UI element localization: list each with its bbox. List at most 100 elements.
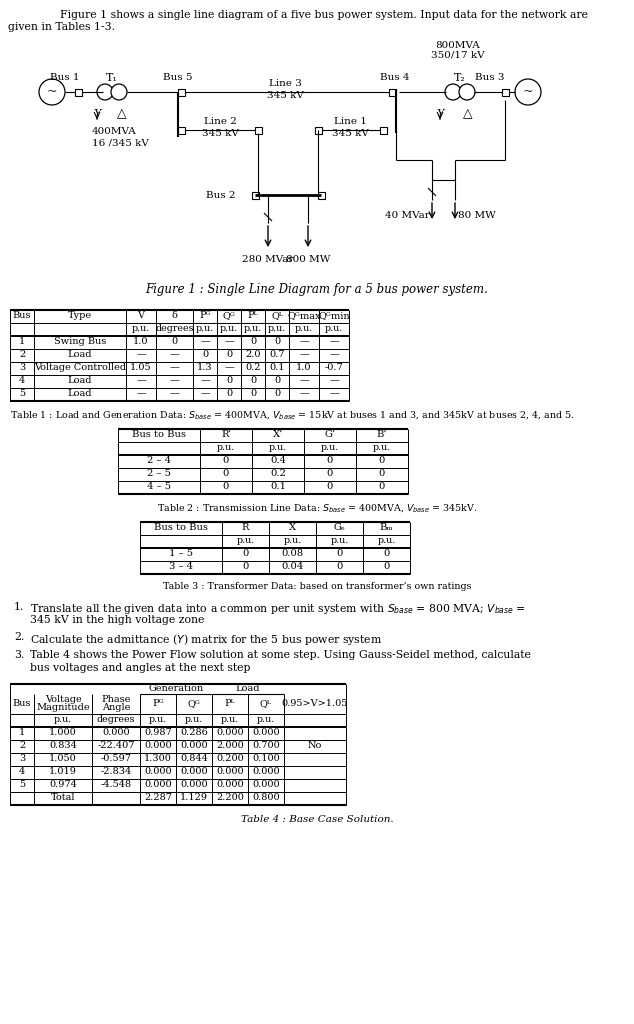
Text: Phase: Phase — [101, 695, 131, 705]
Text: 1.019: 1.019 — [49, 767, 77, 776]
Text: △: △ — [117, 108, 127, 121]
Text: Calculate the admittance ($Y$) matrix for the 5 bus power system: Calculate the admittance ($Y$) matrix fo… — [30, 632, 382, 647]
Text: 0: 0 — [223, 482, 229, 492]
Circle shape — [111, 84, 127, 100]
Text: 0: 0 — [327, 469, 333, 478]
Text: Qᴸ: Qᴸ — [260, 699, 272, 709]
Text: 0.08: 0.08 — [281, 549, 304, 558]
Text: Angle: Angle — [102, 703, 130, 713]
Text: 16 /345 kV: 16 /345 kV — [92, 138, 149, 147]
Text: 0.95>V>1.05: 0.95>V>1.05 — [281, 699, 348, 709]
Text: 1.129: 1.129 — [180, 794, 208, 803]
Text: Bus to Bus: Bus to Bus — [154, 523, 208, 532]
Bar — [252, 193, 259, 199]
Text: 1 – 5: 1 – 5 — [169, 549, 193, 558]
Text: R’: R’ — [221, 430, 231, 439]
Text: p.u.: p.u. — [244, 325, 262, 334]
Text: Load: Load — [236, 684, 260, 693]
Text: p.u.: p.u. — [268, 325, 286, 334]
Text: 0: 0 — [242, 549, 249, 558]
Text: 0: 0 — [223, 457, 229, 465]
Text: 0: 0 — [226, 377, 232, 385]
Text: 0: 0 — [336, 562, 343, 571]
Text: 0: 0 — [378, 469, 385, 478]
Text: 0.987: 0.987 — [144, 728, 172, 737]
Text: V: V — [138, 311, 145, 321]
Text: T₂: T₂ — [454, 73, 466, 83]
Text: 80 MW: 80 MW — [458, 211, 496, 219]
Text: —: — — [329, 377, 339, 385]
Text: —: — — [200, 377, 210, 385]
Circle shape — [515, 79, 541, 105]
Text: 2 – 4: 2 – 4 — [147, 457, 171, 465]
Text: 0: 0 — [171, 337, 178, 346]
Text: 0.000: 0.000 — [252, 767, 280, 776]
Text: 1.05: 1.05 — [130, 364, 152, 373]
Text: p.u.: p.u. — [377, 537, 396, 546]
Text: 0.000: 0.000 — [216, 767, 244, 776]
Text: 3.: 3. — [14, 650, 24, 660]
Text: 1.0: 1.0 — [133, 337, 149, 346]
Text: -4.548: -4.548 — [100, 780, 132, 790]
Text: Figure 1 : Single Line Diagram for a 5 bus power system.: Figure 1 : Single Line Diagram for a 5 b… — [146, 284, 488, 297]
Bar — [318, 193, 325, 199]
Text: 0.2: 0.2 — [245, 364, 261, 373]
Circle shape — [445, 84, 461, 100]
Text: p.u.: p.u. — [132, 325, 150, 334]
Text: 0.200: 0.200 — [216, 755, 244, 763]
Text: 0.974: 0.974 — [49, 780, 77, 790]
Text: —: — — [299, 389, 309, 398]
Text: 0.000: 0.000 — [180, 741, 208, 751]
Text: Voltage: Voltage — [44, 695, 81, 705]
Text: Gₑ: Gₑ — [333, 523, 346, 532]
Text: —: — — [299, 377, 309, 385]
Text: p.u.: p.u. — [185, 716, 203, 724]
Text: 1.300: 1.300 — [144, 755, 172, 763]
Bar — [255, 127, 262, 134]
Text: 1: 1 — [19, 337, 25, 346]
Text: Table 4 shows the Power Flow solution at some step. Using Gauss-Seidel method, c: Table 4 shows the Power Flow solution at… — [30, 650, 531, 660]
Text: p.u.: p.u. — [330, 537, 349, 546]
Text: 0.2: 0.2 — [270, 469, 286, 478]
Bar — [75, 89, 82, 96]
Text: 0.1: 0.1 — [269, 364, 285, 373]
Text: 0: 0 — [274, 337, 280, 346]
Text: —: — — [136, 350, 146, 359]
Text: 0.286: 0.286 — [180, 728, 208, 737]
Text: ~: ~ — [523, 85, 533, 98]
Text: 0: 0 — [250, 337, 256, 346]
Text: Bus to Bus: Bus to Bus — [132, 430, 186, 439]
Bar — [178, 89, 185, 96]
Text: p.u.: p.u. — [220, 325, 238, 334]
Text: 5: 5 — [19, 780, 25, 790]
Text: p.u.: p.u. — [373, 443, 391, 453]
Text: Total: Total — [51, 794, 75, 803]
Text: Qᴸ: Qᴸ — [271, 311, 283, 321]
Text: Y: Y — [93, 109, 101, 119]
Text: bus voltages and angles at the next step: bus voltages and angles at the next step — [30, 663, 250, 673]
Text: -0.7: -0.7 — [325, 364, 344, 373]
Text: 0: 0 — [223, 469, 229, 478]
Text: 345 kV: 345 kV — [202, 128, 238, 137]
Text: degrees: degrees — [97, 716, 135, 724]
Text: 350/17 kV: 350/17 kV — [431, 50, 485, 59]
Text: 0.4: 0.4 — [270, 457, 286, 465]
Text: Bus 5: Bus 5 — [163, 74, 193, 83]
Text: Qᴳ: Qᴳ — [223, 311, 235, 321]
Bar — [315, 127, 322, 134]
Text: Bus: Bus — [13, 311, 31, 321]
Text: 3 – 4: 3 – 4 — [169, 562, 193, 571]
Text: —: — — [136, 389, 146, 398]
Text: Figure 1 shows a single line diagram of a five bus power system. Input data for : Figure 1 shows a single line diagram of … — [46, 10, 588, 20]
Text: 0: 0 — [226, 389, 232, 398]
Text: Load: Load — [68, 350, 93, 359]
Text: p.u.: p.u. — [54, 716, 72, 724]
Text: Line 3: Line 3 — [269, 80, 301, 88]
Text: p.u.: p.u. — [283, 537, 302, 546]
Text: 0: 0 — [202, 350, 208, 359]
Text: p.u.: p.u. — [236, 537, 255, 546]
Circle shape — [39, 79, 65, 105]
Text: —: — — [136, 377, 146, 385]
Text: δ: δ — [172, 311, 178, 321]
Text: Pᴸ: Pᴸ — [224, 699, 235, 709]
